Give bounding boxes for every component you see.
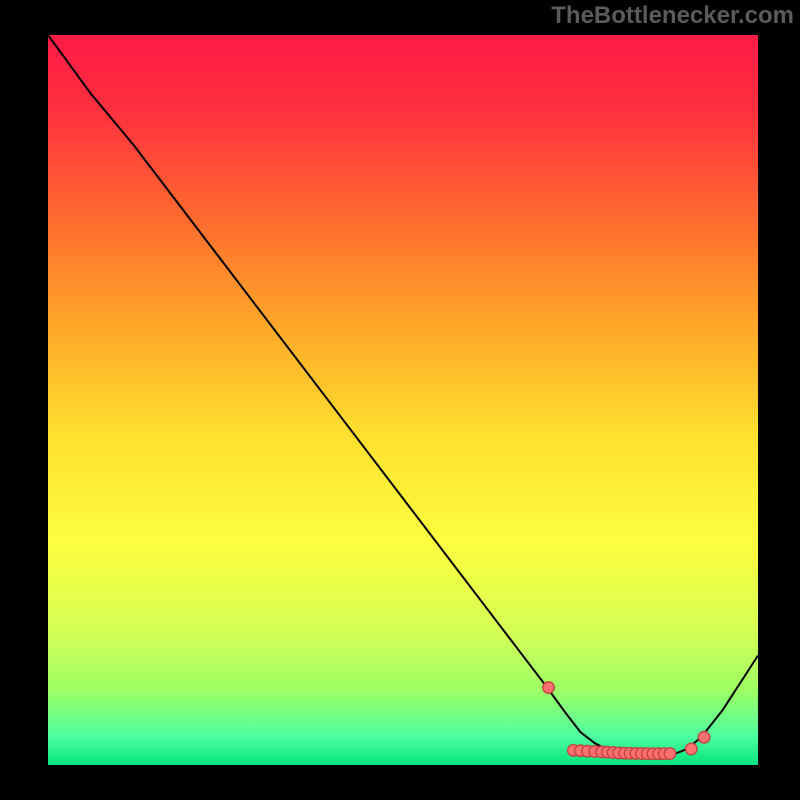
- watermark-text: TheBottlenecker.com: [551, 2, 794, 30]
- marker-point: [543, 682, 555, 694]
- marker-point: [698, 731, 710, 743]
- plot-background: [48, 35, 758, 765]
- marker-point: [685, 743, 697, 755]
- stage: TheBottlenecker.com: [0, 0, 800, 800]
- bottleneck-chart: [0, 0, 800, 800]
- marker-point: [664, 748, 676, 760]
